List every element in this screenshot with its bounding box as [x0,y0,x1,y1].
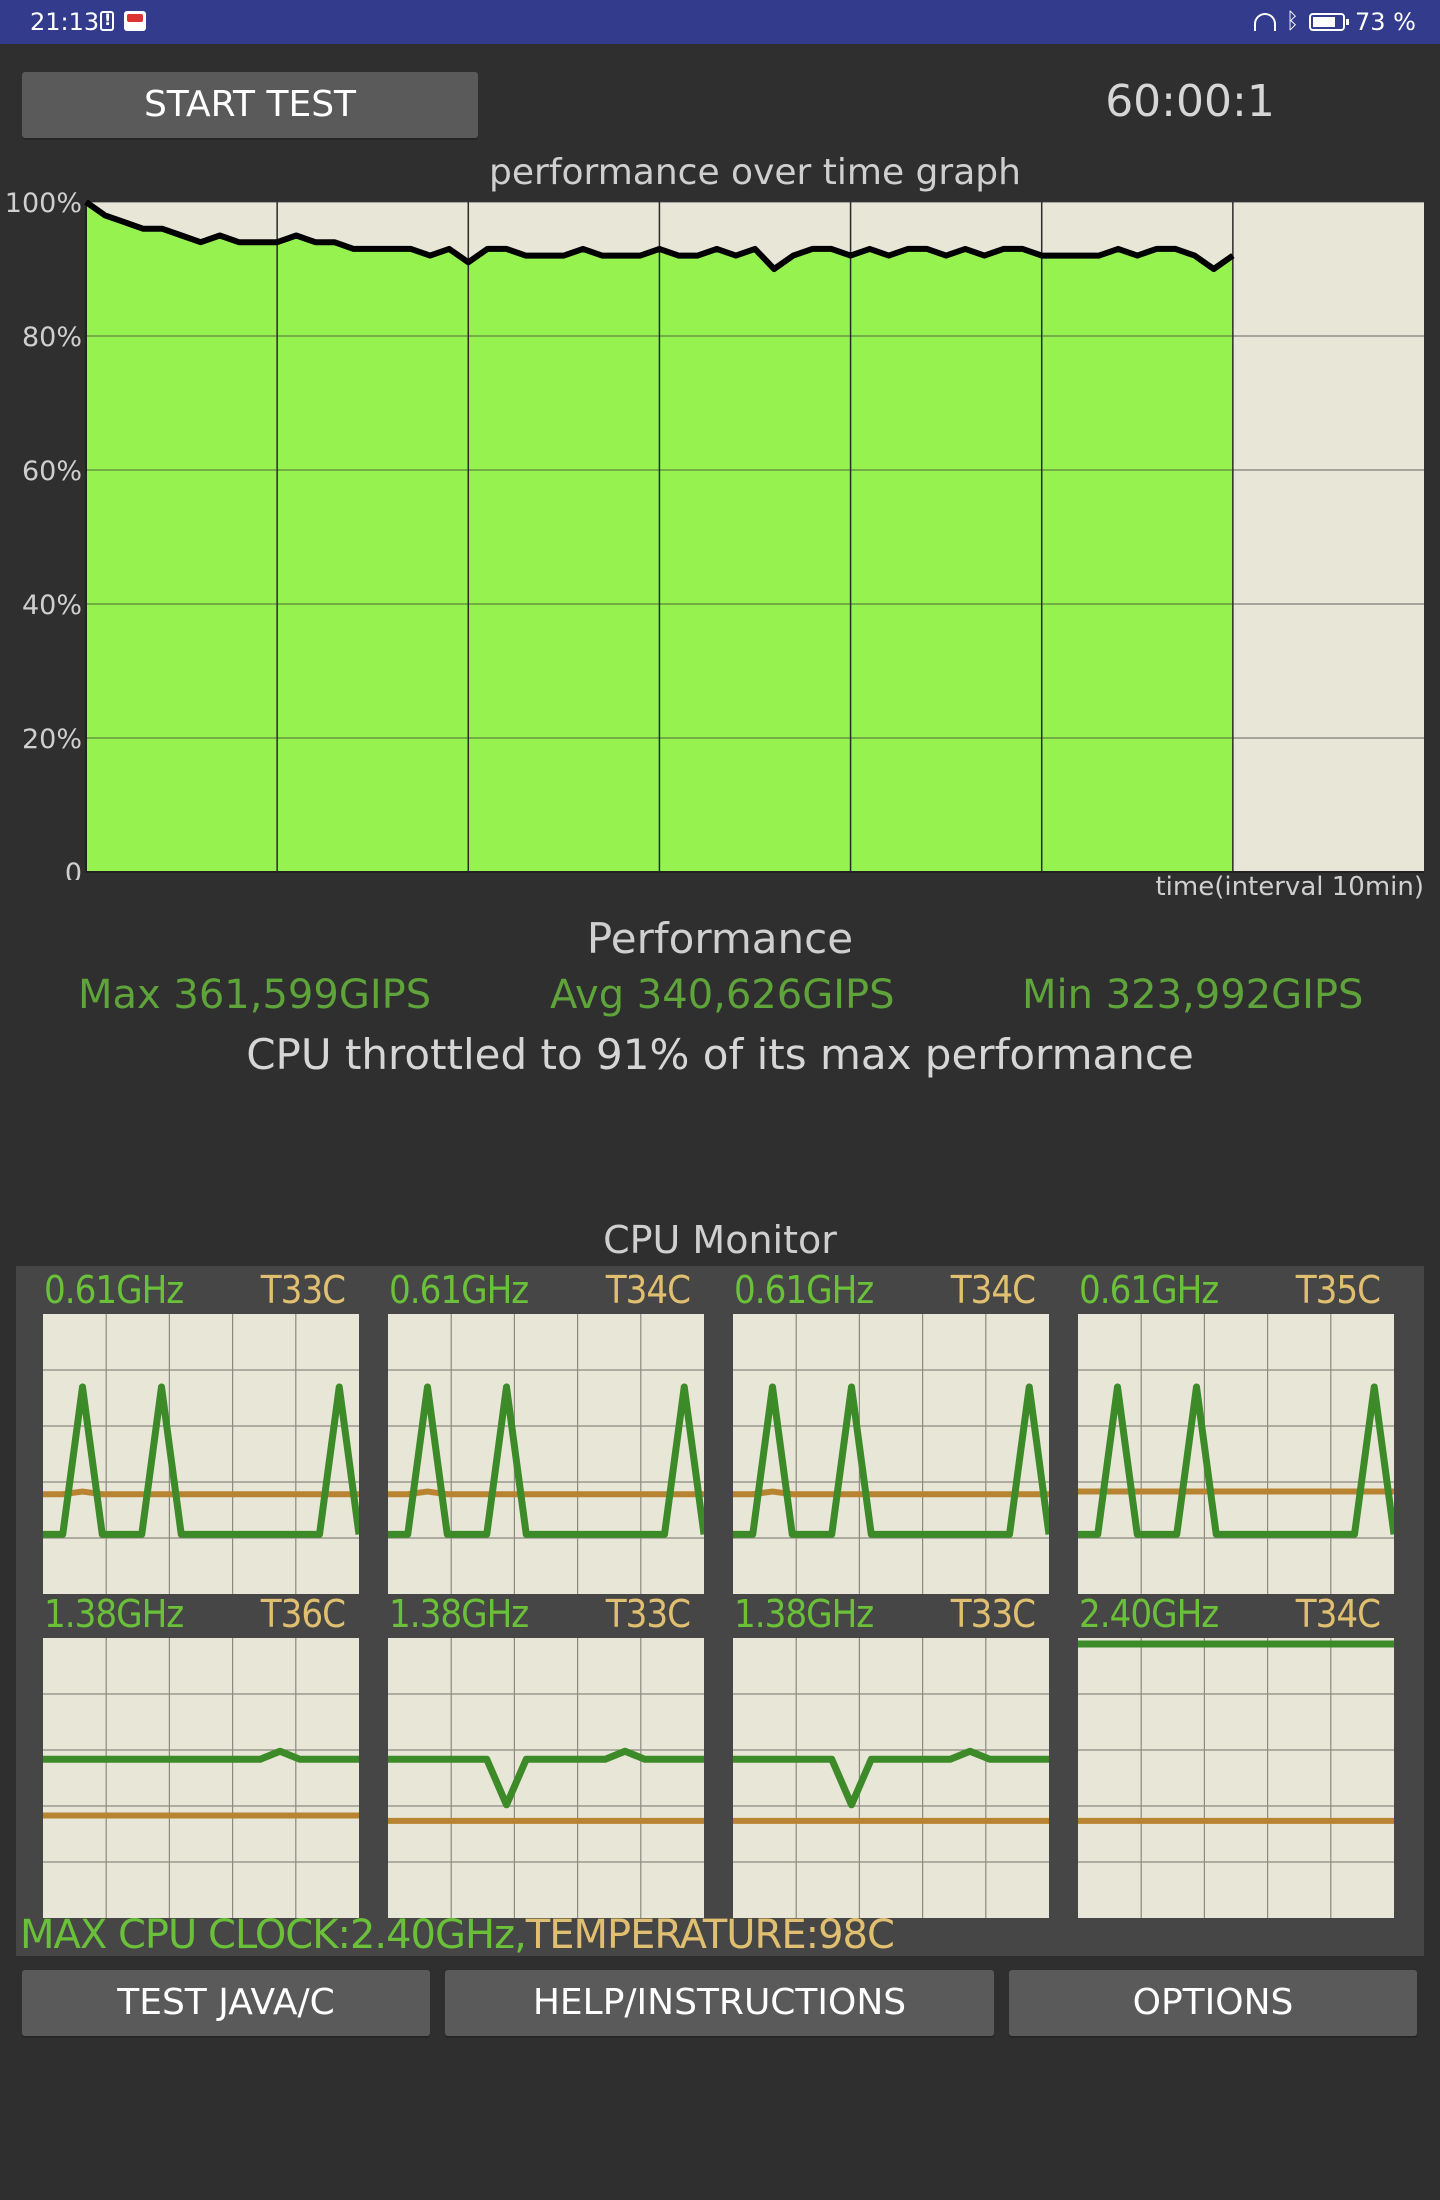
core-clock-line [43,1383,359,1538]
cpu-core-header: 2.40GHz T34C [1051,1592,1396,1636]
cpu-core-temperature: T34C [605,1268,691,1312]
cpu-core-header: 0.61GHz T35C [1051,1268,1396,1312]
cpu-core-chart [43,1314,359,1594]
max-cpu-clock: MAX CPU CLOCK:2.40GHz, [20,1912,527,1958]
cpu-core-frequency: 0.61GHz [44,1268,184,1312]
core-clock-line [733,1383,1049,1538]
performance-heading: Performance [586,914,854,963]
battery-alert-icon [100,10,114,31]
cpu-core-temperature: T34C [1295,1592,1381,1636]
cpu-core-header: 0.61GHz T34C [706,1268,1051,1312]
cpu-core-chart [388,1314,704,1594]
cpu-core-frequency: 1.38GHz [44,1592,184,1636]
options-button[interactable]: OPTIONS [1009,1970,1417,2036]
max-temperature: TEMPERATURE:98C [525,1912,895,1958]
test-java-c-button[interactable]: TEST JAVA/C [22,1970,430,2036]
x-axis-label: time(interval 10min) [1155,872,1424,902]
cpu-core-temperature: T35C [1295,1268,1381,1312]
cpu-core-chart [43,1638,359,1918]
speedometer-icon [1253,13,1276,31]
y-tick-label: 100% [5,190,82,219]
cpu-core-header: 1.38GHz T33C [706,1592,1051,1636]
y-tick-label: 80% [22,322,82,353]
cpu-core-chart [733,1638,1049,1918]
app-notification-icon [124,11,146,31]
battery-icon [1309,13,1350,31]
core-clock-line [43,1747,359,1763]
cpu-core-frequency: 1.38GHz [389,1592,529,1636]
core-chart-background [388,1314,704,1594]
cpu-core-chart [388,1638,704,1918]
graph-title: performance over time graph [489,152,1021,193]
battery-percent: 73 % [1355,8,1416,36]
bluetooth-icon: ᛒ [1285,9,1300,34]
core-chart-background [733,1638,1049,1918]
cpu-core-frequency: 1.38GHz [734,1592,874,1636]
y-tick-label: 40% [22,590,82,621]
core-chart-background [388,1638,704,1918]
max-cpu-summary: MAX CPU CLOCK:2.40GHz,TEMPERATURE:98C [20,1912,895,1958]
core-chart-background [43,1638,359,1918]
cpu-core-header: 1.38GHz T36C [16,1592,361,1636]
cpu-core-temperature: T33C [605,1592,691,1636]
core-chart-background [733,1314,1049,1594]
y-tick-label: 0 [65,858,82,880]
min-performance: Min 323,992GIPS [1022,972,1364,1018]
avg-performance: Avg 340,626GIPS [550,972,895,1018]
y-tick-label: 60% [22,456,82,487]
core-clock-line [1078,1383,1394,1538]
core-chart-background [43,1314,359,1594]
core-temperature-line [388,1488,704,1498]
core-clock-line [388,1747,704,1809]
status-time: 21:13 [30,8,100,36]
cpu-core-header: 0.61GHz T33C [16,1268,361,1312]
cpu-core-frequency: 0.61GHz [1079,1268,1219,1312]
cpu-core-header: 1.38GHz T33C [361,1592,706,1636]
max-performance: Max 361,599GIPS [78,972,432,1018]
core-clock-line [733,1747,1049,1809]
cpu-monitor-panel: 0.61GHz T33C 0.61GHz T34C 0.61GHz T34C 0.61GHz… [16,1266,1424,1956]
y-tick-label: 20% [22,724,82,755]
cpu-core-temperature: T34C [950,1268,1036,1312]
core-chart-background [1078,1314,1394,1594]
performance-line [84,199,1235,272]
status-right: ᛒ 73 % [1253,8,1416,36]
core-chart-background [1078,1638,1394,1918]
cpu-core-chart [1078,1314,1394,1594]
cpu-core-temperature: T33C [260,1268,346,1312]
cpu-core-frequency: 0.61GHz [389,1268,529,1312]
cpu-core-frequency: 0.61GHz [734,1268,874,1312]
core-clock-line [388,1383,704,1538]
cpu-core-chart [733,1314,1049,1594]
help-instructions-button[interactable]: HELP/INSTRUCTIONS [445,1970,994,2036]
core-temperature-line [733,1488,1049,1498]
cpu-core-header: 0.61GHz T34C [361,1268,706,1312]
cpu-core-temperature: T33C [950,1592,1036,1636]
throttle-summary: CPU throttled to 91% of its max performa… [246,1030,1194,1079]
cpu-core-chart [1078,1638,1394,1918]
performance-graph: 100% 80% 60% 40% 20% 0 [5,190,1424,880]
test-timer: 60:00:1 [1105,76,1275,127]
cpu-core-temperature: T36C [260,1592,346,1636]
cpu-monitor-heading: CPU Monitor [603,1218,837,1262]
cpu-core-frequency: 2.40GHz [1079,1592,1219,1636]
start-test-button[interactable]: START TEST [22,72,478,138]
core-temperature-line [43,1488,359,1498]
status-bar: 21:13 ᛒ 73 % [0,0,1440,44]
